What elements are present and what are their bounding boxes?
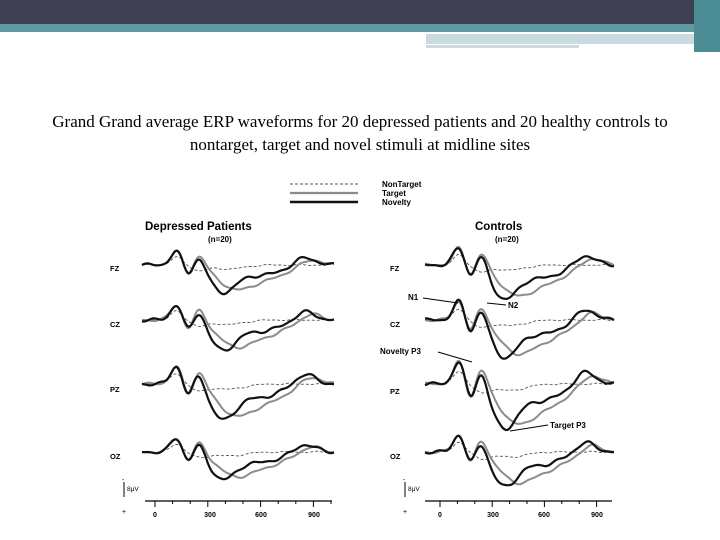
arrow-novelty-p3 xyxy=(437,351,473,363)
wave-novelty-cz-right xyxy=(424,298,615,360)
annotation-novelty-p3: Novelty P3 xyxy=(380,347,421,356)
site-label-fz-right: FZ xyxy=(390,264,400,273)
right-panel-n: (n=20) xyxy=(495,235,519,244)
tick-0-left: 0 xyxy=(153,512,157,519)
arrow-n1 xyxy=(422,297,459,304)
annotation-n1: N1 xyxy=(408,293,419,302)
wave-novelty-fz-right xyxy=(424,247,614,301)
tick-300-left: 300 xyxy=(204,512,216,519)
scale-minus-left: - xyxy=(122,477,125,484)
tick-900-right: 900 xyxy=(591,512,603,519)
erp-waveforms xyxy=(141,245,615,487)
site-label-pz-right: PZ xyxy=(390,387,400,396)
annotation-target-p3: Target P3 xyxy=(550,421,586,430)
arrow-n2 xyxy=(486,302,507,306)
wave-novelty-fz-left xyxy=(141,249,335,296)
slide-top-accent xyxy=(694,0,720,52)
wave-novelty-pz-right xyxy=(424,361,615,432)
erp-figure: NonTarget Target Novelty Depressed Patie… xyxy=(110,180,615,519)
legend-target-label: Target xyxy=(382,189,406,198)
scale-amplitude-left: 8μV xyxy=(127,486,139,493)
site-label-oz-right: OZ xyxy=(390,452,401,461)
site-label-cz-left: CZ xyxy=(110,320,120,329)
annotation-n2: N2 xyxy=(508,301,519,310)
scale-plus-left: + xyxy=(122,509,126,516)
time-axis-right: 8μV - + 0 300 600 900 xyxy=(403,477,612,519)
wave-nontarget-pz-right xyxy=(425,371,615,394)
scale-minus-right: - xyxy=(403,477,406,484)
legend: NonTarget Target Novelty xyxy=(290,180,422,207)
left-panel-n: (n=20) xyxy=(208,235,232,244)
wave-novelty-pz-left xyxy=(141,365,335,420)
wave-novelty-oz-left xyxy=(141,438,335,481)
scale-amplitude-right: 8μV xyxy=(408,486,420,493)
slide-stripe-light xyxy=(426,34,694,44)
wave-novelty-oz-right xyxy=(424,434,615,487)
right-panel-title: Controls xyxy=(475,221,522,233)
wave-nontarget-cz-right xyxy=(424,308,614,328)
scale-plus-right: + xyxy=(403,509,407,516)
tick-0-right: 0 xyxy=(438,512,442,519)
tick-900-left: 900 xyxy=(308,512,320,519)
slide-stripe-thin xyxy=(426,45,579,48)
legend-novelty-label: Novelty xyxy=(382,198,411,207)
left-panel-title: Depressed Patients xyxy=(145,221,252,233)
site-label-cz-right: CZ xyxy=(390,320,400,329)
tick-600-left: 600 xyxy=(255,512,267,519)
legend-nontarget-label: NonTarget xyxy=(382,180,422,189)
tick-600-right: 600 xyxy=(538,512,550,519)
site-label-fz-left: FZ xyxy=(110,264,120,273)
wave-nontarget-cz-left xyxy=(142,310,335,327)
tick-300-right: 300 xyxy=(487,512,499,519)
wave-nontarget-oz-left xyxy=(142,443,335,459)
annotations: N1 N2 Novelty P3 Target P3 xyxy=(380,293,586,432)
site-label-oz-left: OZ xyxy=(110,452,121,461)
slide-top-bar xyxy=(0,0,720,24)
wave-nontarget-fz-right xyxy=(425,253,615,273)
wave-nontarget-oz-right xyxy=(424,441,614,461)
wave-nontarget-pz-left xyxy=(141,373,334,392)
arrow-target-p3 xyxy=(509,424,549,432)
site-label-pz-left: PZ xyxy=(110,385,120,394)
time-axis-left: 8μV - + 0 300 600 900 xyxy=(122,477,332,519)
wave-novelty-cz-left xyxy=(141,304,335,352)
figure-caption: Grand Grand average ERP waveforms for 20… xyxy=(52,112,668,154)
slide-stripe xyxy=(0,24,694,32)
